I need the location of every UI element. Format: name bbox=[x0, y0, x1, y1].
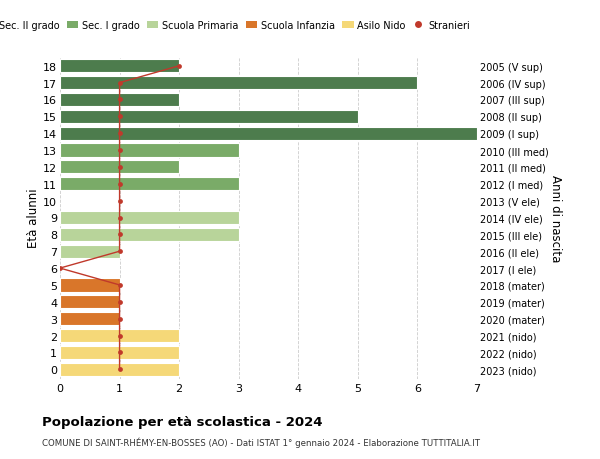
Point bbox=[115, 130, 124, 138]
Legend: Sec. II grado, Sec. I grado, Scuola Primaria, Scuola Infanzia, Asilo Nido, Stran: Sec. II grado, Sec. I grado, Scuola Prim… bbox=[0, 21, 470, 30]
Bar bbox=[60, 329, 179, 342]
Point bbox=[115, 282, 124, 289]
Point bbox=[115, 315, 124, 323]
Point bbox=[115, 298, 124, 306]
Bar bbox=[60, 94, 179, 107]
Bar bbox=[60, 127, 477, 140]
Bar bbox=[60, 60, 179, 73]
Bar bbox=[60, 279, 119, 292]
Point bbox=[115, 80, 124, 87]
Point bbox=[115, 113, 124, 121]
Bar bbox=[60, 346, 179, 359]
Point bbox=[175, 63, 184, 70]
Point bbox=[115, 248, 124, 255]
Text: COMUNE DI SAINT-RHÉMY-EN-BOSSES (AO) - Dati ISTAT 1° gennaio 2024 - Elaborazione: COMUNE DI SAINT-RHÉMY-EN-BOSSES (AO) - D… bbox=[42, 437, 480, 448]
Point bbox=[115, 366, 124, 373]
Bar bbox=[60, 228, 239, 241]
Point bbox=[115, 214, 124, 222]
Bar bbox=[60, 111, 358, 123]
Bar bbox=[60, 212, 239, 224]
Point bbox=[115, 231, 124, 239]
Bar bbox=[60, 296, 119, 309]
Point bbox=[115, 349, 124, 356]
Bar bbox=[60, 77, 418, 90]
Y-axis label: Anni di nascita: Anni di nascita bbox=[550, 174, 562, 262]
Point bbox=[115, 164, 124, 171]
Point bbox=[55, 265, 65, 272]
Point bbox=[115, 181, 124, 188]
Bar bbox=[60, 144, 239, 157]
Text: Popolazione per età scolastica - 2024: Popolazione per età scolastica - 2024 bbox=[42, 415, 323, 428]
Point bbox=[115, 197, 124, 205]
Point bbox=[115, 147, 124, 154]
Bar bbox=[60, 178, 239, 191]
Point bbox=[115, 96, 124, 104]
Bar bbox=[60, 313, 119, 325]
Y-axis label: Età alunni: Età alunni bbox=[28, 188, 40, 248]
Point bbox=[115, 332, 124, 340]
Bar bbox=[60, 363, 179, 376]
Bar bbox=[60, 245, 119, 258]
Bar bbox=[60, 161, 179, 174]
